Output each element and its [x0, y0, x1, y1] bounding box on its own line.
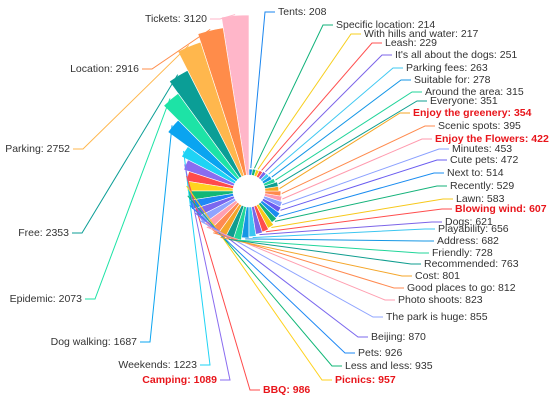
leader-line-enjoy-the-flowers	[282, 138, 432, 200]
slice-label-address: Address: 682	[437, 235, 499, 247]
center-hole	[233, 175, 265, 207]
leader-line-with-hills-and-water	[257, 33, 361, 170]
slice-label-enjoy-the-greenery: Enjoy the greenery: 354	[413, 107, 532, 119]
slice-label-with-hills-and-water: With hills and water: 217	[364, 28, 479, 40]
leader-line-the-park-is-huge	[199, 220, 383, 318]
slice-label-picnics: Picnics: 957	[335, 374, 396, 386]
leader-line-weekends	[183, 150, 211, 366]
slice-label-cost: Cost: 801	[415, 270, 460, 282]
slice-label-tickets: Tickets: 3120	[145, 13, 207, 25]
slice-label-photo-shoots: Photo shoots: 823	[398, 294, 483, 306]
leader-line-free	[72, 74, 179, 234]
leader-line-good-places-to-go	[213, 232, 404, 289]
slice-label-the-park-is-huge: The park is huge: 855	[386, 311, 488, 323]
leader-line-scenic-spots	[281, 125, 435, 195]
leader-line-playability	[252, 228, 435, 239]
slice-label-recently: Recently: 529	[450, 180, 514, 192]
leader-line-lawn	[271, 198, 453, 229]
leader-line-cost	[220, 236, 412, 277]
leader-line-tents	[250, 11, 275, 169]
leader-line-around-the-area	[275, 91, 422, 181]
slice-label-leash: Leash: 229	[385, 37, 437, 49]
leader-line-it-s-all-about-the-dogs	[265, 54, 392, 173]
slice-label-location: Location: 2916	[70, 63, 139, 75]
leader-line-leash	[261, 42, 382, 171]
slice-label-good-places-to-go: Good places to go: 812	[407, 282, 516, 294]
slice-label-cute-pets: Cute pets: 472	[450, 154, 518, 166]
leader-line-suitable-for	[271, 79, 411, 178]
leader-line-beijing	[195, 212, 368, 338]
leader-line-friendly	[237, 239, 429, 254]
slice-label-around-the-area: Around the area: 315	[425, 86, 524, 98]
slice-label-camping: Camping: 1089	[142, 374, 217, 386]
leader-line-recently	[274, 185, 447, 222]
label-group: Tickets: 3120 Location: 2916 Parking: 2752…	[5, 6, 549, 396]
leader-line-tickets	[210, 14, 236, 20]
slice-label-everyone: Everyone: 351	[430, 95, 498, 107]
slice-label-weekends: Weekends: 1223	[118, 359, 197, 371]
slice-label-scenic-spots: Scenic spots: 395	[438, 120, 521, 132]
leader-line-everyone	[278, 100, 427, 185]
leader-line-next-to	[278, 172, 444, 217]
slice-label-epidemic: Epidemic: 2073	[10, 293, 83, 305]
leader-line-dogs	[259, 221, 442, 236]
slice-label-less-and-less: Less and less: 935	[345, 360, 433, 372]
slice-label-lawn: Lawn: 583	[456, 193, 505, 205]
leader-line-parking-fees	[268, 67, 403, 175]
leader-line-minutes	[282, 148, 449, 206]
slice-label-free: Free: 2353	[18, 227, 69, 239]
leader-line-location	[142, 28, 211, 70]
slice-label-dogs: Dogs: 621	[445, 216, 493, 228]
slice-label-it-s-all-about-the-dogs: It's all about the dogs: 251	[395, 49, 517, 61]
slice-label-bbq: BBQ: 986	[263, 384, 310, 396]
slice-label-enjoy-the-flowers: Enjoy the Flowers: 422	[435, 133, 549, 145]
slice-label-minutes: Minutes: 453	[452, 143, 512, 155]
leader-line-blowing-wind	[265, 208, 452, 233]
slice-label-dog-walking: Dog walking: 1687	[51, 336, 138, 348]
leader-line-cute-pets	[280, 159, 447, 211]
leader-line-parking	[73, 45, 190, 150]
leader-line-enjoy-the-greenery	[279, 112, 410, 190]
leader-line-picnics	[186, 185, 332, 381]
slice-label-suitable-for: Suitable for: 278	[414, 74, 491, 86]
slice-label-friendly: Friendly: 728	[432, 247, 493, 259]
slice-label-blowing-wind: Blowing wind: 607	[455, 203, 547, 215]
leader-line-group	[72, 11, 453, 391]
slice-label-recommended: Recommended: 763	[424, 258, 519, 270]
leader-line-photo-shoots	[206, 226, 395, 301]
slice-label-next-to: Next to: 514	[447, 167, 504, 179]
leader-line-address	[245, 238, 434, 242]
slice-tents	[248, 168, 253, 176]
slice-label-tents: Tents: 208	[278, 6, 327, 18]
leader-line-recommended	[228, 238, 421, 265]
leader-line-epidemic	[85, 98, 171, 300]
leader-line-bbq	[186, 175, 260, 391]
slice-group	[163, 14, 283, 241]
slice-label-specific-location: Specific location: 214	[336, 19, 435, 31]
leader-line-specific-location	[253, 24, 333, 169]
slice-label-playability: Playability: 656	[438, 223, 509, 235]
leader-line-pets	[189, 204, 355, 354]
leader-line-less-and-less	[187, 195, 342, 367]
leader-line-camping	[184, 164, 231, 381]
slice-label-parking: Parking: 2752	[5, 143, 70, 155]
slice-label-parking-fees: Parking fees: 263	[406, 62, 488, 74]
slice-label-pets: Pets: 926	[358, 347, 403, 359]
leader-line-dog-walking	[140, 125, 173, 343]
slice-label-beijing: Beijing: 870	[371, 331, 426, 343]
